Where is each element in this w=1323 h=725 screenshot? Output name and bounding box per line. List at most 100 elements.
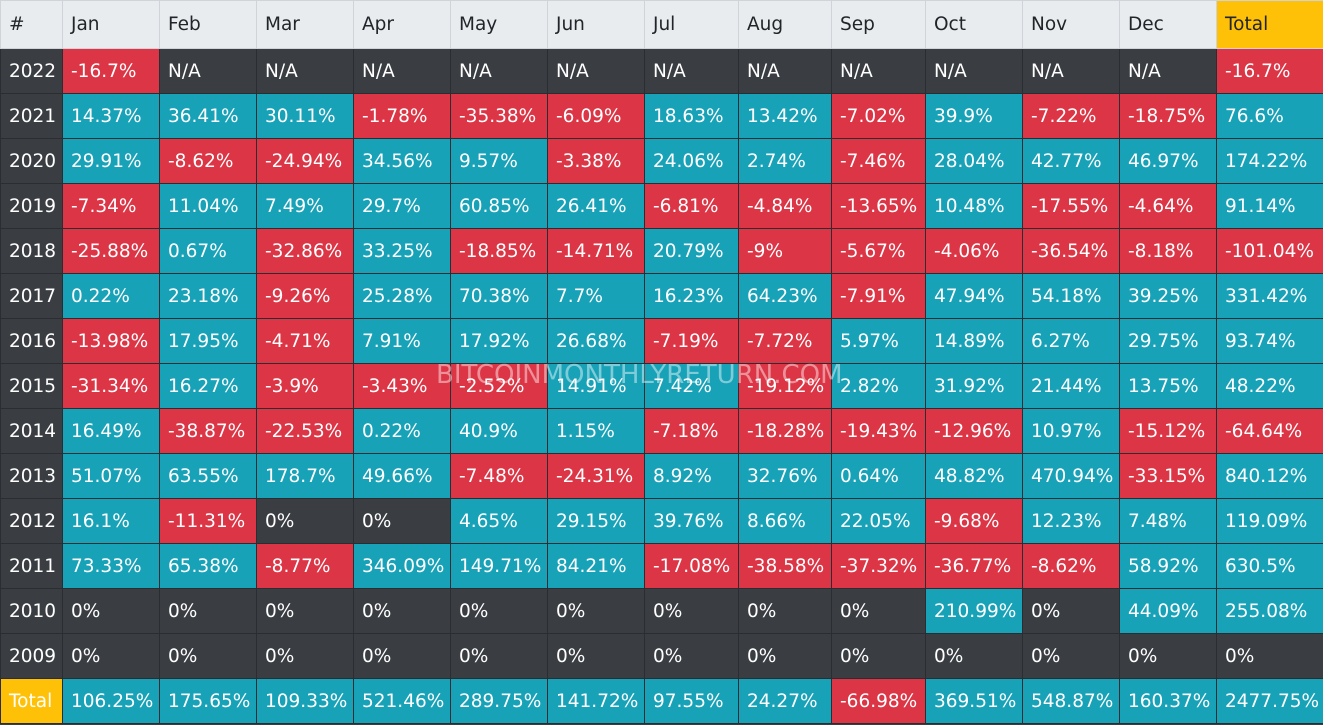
return-cell: -7.34% xyxy=(62,183,160,229)
return-cell: -6.09% xyxy=(547,93,645,139)
return-cell: 47.94% xyxy=(925,273,1023,319)
return-cell: -16.7% xyxy=(62,48,160,94)
table-row: 2019 -7.34% 11.04% 7.49% 29.7% 60.85% 26.41% -6… xyxy=(0,183,1323,229)
return-cell: 0% xyxy=(644,633,739,679)
return-cell: 7.49% xyxy=(256,183,354,229)
year-cell: 2020 xyxy=(0,138,63,184)
return-cell: -19.12% xyxy=(738,363,832,409)
return-cell: -7.18% xyxy=(644,408,739,454)
return-cell: 0% xyxy=(738,588,832,634)
return-cell: 65.38% xyxy=(159,543,257,589)
return-cell: 32.76% xyxy=(738,453,832,499)
return-cell: 25.28% xyxy=(353,273,451,319)
return-cell: 0% xyxy=(925,633,1023,679)
return-cell: 30.11% xyxy=(256,93,354,139)
year-total-cell: 48.22% xyxy=(1216,363,1323,409)
return-cell: 39.9% xyxy=(925,93,1023,139)
return-cell: 14.91% xyxy=(547,363,645,409)
return-cell: 39.76% xyxy=(644,498,739,544)
return-cell: N/A xyxy=(547,48,645,94)
return-cell: N/A xyxy=(644,48,739,94)
year-total-cell: 840.12% xyxy=(1216,453,1323,499)
header-month: Feb xyxy=(159,0,257,49)
year-total-cell: 119.09% xyxy=(1216,498,1323,544)
return-cell: -18.75% xyxy=(1119,93,1217,139)
table-header: # Jan Feb Mar Apr May Jun Jul Aug Sep Oct Nov Dec Tot… xyxy=(0,0,1323,49)
return-cell: 22.05% xyxy=(831,498,926,544)
year-cell: 2018 xyxy=(0,228,63,274)
return-cell: N/A xyxy=(1119,48,1217,94)
return-cell: 49.66% xyxy=(353,453,451,499)
return-cell: 17.95% xyxy=(159,318,257,364)
total-row: Total 106.25% 175.65% 109.33% 521.46% 289.75%… xyxy=(0,678,1323,724)
return-cell: -17.08% xyxy=(644,543,739,589)
return-cell: -1.78% xyxy=(353,93,451,139)
year-total-cell: -101.04% xyxy=(1216,228,1323,274)
return-cell: 16.49% xyxy=(62,408,160,454)
table-body: 2022 -16.7% N/A N/A N/A N/A N/A N/A N/A N/A N/A N/A… xyxy=(0,48,1323,724)
return-cell: -6.81% xyxy=(644,183,739,229)
return-cell: -18.85% xyxy=(450,228,548,274)
year-cell: 2019 xyxy=(0,183,63,229)
return-cell: 23.18% xyxy=(159,273,257,319)
table-row: 2022 -16.7% N/A N/A N/A N/A N/A N/A N/A N/A N/A N/A… xyxy=(0,48,1323,94)
total-label: Total xyxy=(0,678,63,724)
month-total-cell: 175.65% xyxy=(159,678,257,724)
return-cell: -31.34% xyxy=(62,363,160,409)
return-cell: 0% xyxy=(644,588,739,634)
return-cell: -3.9% xyxy=(256,363,354,409)
return-cell: 36.41% xyxy=(159,93,257,139)
year-cell: 2017 xyxy=(0,273,63,319)
return-cell: 0.22% xyxy=(62,273,160,319)
year-cell: 2022 xyxy=(0,48,63,94)
table-row: 2010 0% 0% 0% 0% 0% 0% 0% 0% 0% 210.99% 0% 44.09% 255… xyxy=(0,588,1323,634)
header-month: Jan xyxy=(62,0,160,49)
year-total-cell: -64.64% xyxy=(1216,408,1323,454)
return-cell: N/A xyxy=(450,48,548,94)
return-cell: N/A xyxy=(256,48,354,94)
return-cell: -38.87% xyxy=(159,408,257,454)
return-cell: -8.62% xyxy=(159,138,257,184)
return-cell: 7.48% xyxy=(1119,498,1217,544)
return-cell: 10.48% xyxy=(925,183,1023,229)
return-cell: -36.77% xyxy=(925,543,1023,589)
return-cell: 12.23% xyxy=(1022,498,1120,544)
return-cell: 40.9% xyxy=(450,408,548,454)
return-cell: -7.72% xyxy=(738,318,832,364)
return-cell: 0% xyxy=(547,588,645,634)
year-total-cell: 76.6% xyxy=(1216,93,1323,139)
return-cell: 11.04% xyxy=(159,183,257,229)
return-cell: 70.38% xyxy=(450,273,548,319)
return-cell: 0% xyxy=(353,498,451,544)
month-total-cell: 109.33% xyxy=(256,678,354,724)
return-cell: -8.62% xyxy=(1022,543,1120,589)
return-cell: 149.71% xyxy=(450,543,548,589)
header-month: May xyxy=(450,0,548,49)
return-cell: 51.07% xyxy=(62,453,160,499)
header-month: Aug xyxy=(738,0,832,49)
return-cell: -5.67% xyxy=(831,228,926,274)
return-cell: 13.75% xyxy=(1119,363,1217,409)
year-cell: 2016 xyxy=(0,318,63,364)
return-cell: -12.96% xyxy=(925,408,1023,454)
return-cell: 44.09% xyxy=(1119,588,1217,634)
return-cell: 21.44% xyxy=(1022,363,1120,409)
return-cell: -4.06% xyxy=(925,228,1023,274)
year-total-cell: 255.08% xyxy=(1216,588,1323,634)
return-cell: -7.46% xyxy=(831,138,926,184)
return-cell: N/A xyxy=(738,48,832,94)
return-cell: 0% xyxy=(1022,588,1120,634)
return-cell: 346.09% xyxy=(353,543,451,589)
return-cell: N/A xyxy=(925,48,1023,94)
month-total-cell: 548.87% xyxy=(1022,678,1120,724)
return-cell: 178.7% xyxy=(256,453,354,499)
return-cell: 9.57% xyxy=(450,138,548,184)
return-cell: 0% xyxy=(62,633,160,679)
return-cell: -3.43% xyxy=(353,363,451,409)
return-cell: 16.1% xyxy=(62,498,160,544)
return-cell: 73.33% xyxy=(62,543,160,589)
return-cell: 10.97% xyxy=(1022,408,1120,454)
return-cell: 8.66% xyxy=(738,498,832,544)
return-cell: 20.79% xyxy=(644,228,739,274)
